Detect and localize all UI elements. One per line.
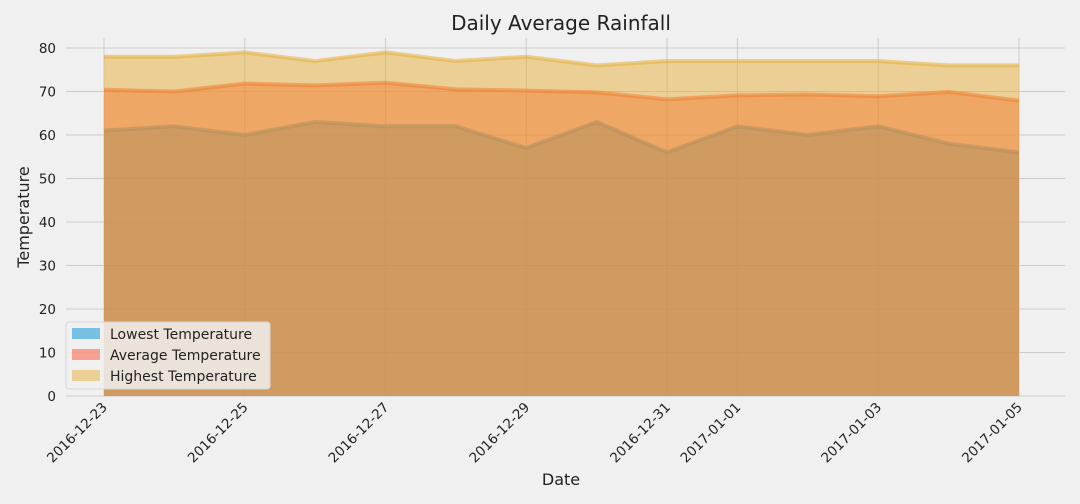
y-tick-label: 40 <box>39 215 56 231</box>
legend-swatch <box>72 349 100 360</box>
x-tick-label: 2016-12-27 <box>326 400 393 467</box>
y-tick-label: 50 <box>39 172 56 188</box>
chart-title: Daily Average Rainfall <box>451 11 671 35</box>
series-area-2 <box>104 52 1019 396</box>
y-tick-label: 0 <box>47 389 56 405</box>
x-tick-label: 2017-01-05 <box>959 400 1026 467</box>
series-areas <box>103 50 1020 397</box>
legend-box <box>65 321 271 390</box>
legend-label: Average Temperature <box>110 348 261 364</box>
legend-label: Highest Temperature <box>110 369 257 385</box>
series-line-2 <box>104 50 1019 68</box>
y-tick-label: 60 <box>39 128 56 144</box>
x-tick-label: 2017-01-01 <box>677 400 744 467</box>
x-axis-label: Date <box>542 470 580 489</box>
y-tick-label: 30 <box>39 259 56 275</box>
x-tick-label: 2017-01-03 <box>818 400 885 467</box>
legend-label: Lowest Temperature <box>110 327 252 343</box>
y-tick-label: 80 <box>39 41 56 57</box>
y-tick-label: 20 <box>39 302 56 318</box>
y-tick-label: 10 <box>39 346 56 362</box>
x-tick-label: 2016-12-31 <box>607 400 674 467</box>
x-tick-label: 2016-12-25 <box>185 400 252 467</box>
y-tick-label: 70 <box>39 85 56 101</box>
y-axis-label: Temperature <box>14 166 33 268</box>
legend: Lowest Temperature Average Temperature Hig… <box>65 321 271 390</box>
legend-swatch <box>72 328 100 339</box>
x-tick-label: 2016-12-29 <box>466 400 533 467</box>
legend-swatch <box>72 370 100 381</box>
x-tick-label: 2016-12-23 <box>44 400 111 467</box>
